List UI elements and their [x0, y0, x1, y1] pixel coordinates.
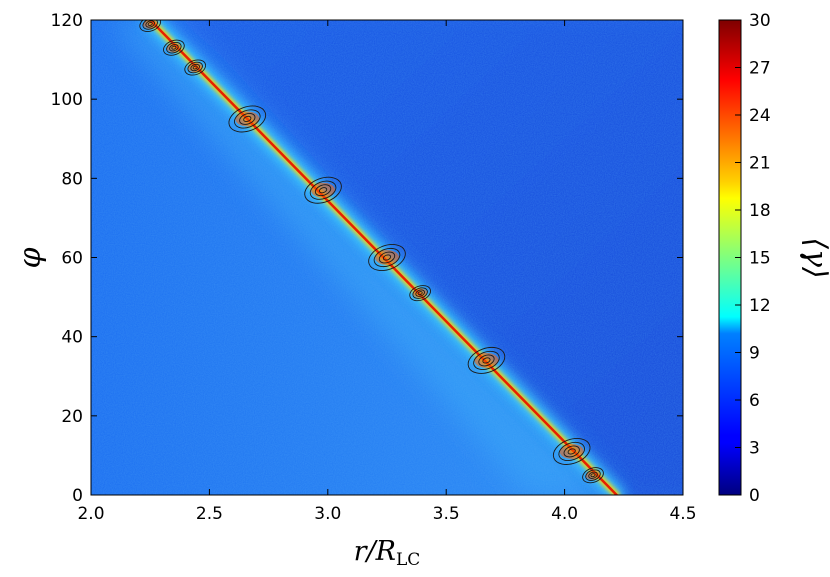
x-tick-label: 4.5 — [669, 504, 696, 524]
contour-line — [467, 346, 506, 374]
colorbar-label: ⟨γ⟩ — [798, 237, 830, 278]
contour-line — [314, 184, 332, 197]
colorbar-tick-label: 9 — [749, 344, 760, 364]
contour-line — [228, 105, 267, 133]
contour-line — [142, 20, 158, 30]
contour-line — [368, 244, 406, 271]
x-axis-label: r/RLC — [354, 536, 421, 570]
contour-line — [590, 473, 596, 478]
contour-hotspot — [559, 443, 584, 459]
contour-line — [145, 20, 156, 28]
x-axis: 2.0 2.5 3.0 3.5 4.0 4.5 — [77, 20, 697, 524]
contour-line — [304, 176, 342, 204]
contour-cluster — [163, 39, 185, 56]
x-tick-label: 2.0 — [77, 504, 104, 524]
contour-line — [582, 467, 604, 484]
contour-hotspot — [311, 182, 336, 198]
contour-cluster — [552, 437, 591, 465]
colorbar-tick-label: 15 — [749, 249, 771, 269]
contour-line — [184, 59, 207, 76]
contour-line — [563, 445, 580, 458]
contour-line — [171, 45, 177, 50]
colorbar-tick-label: 27 — [749, 59, 771, 79]
contour-line — [309, 180, 337, 200]
contour-hotspot — [235, 111, 260, 127]
contour-line — [552, 437, 591, 465]
contour-hotspot — [375, 250, 399, 265]
contour-line — [585, 469, 601, 481]
y-tick-label: 40 — [61, 328, 83, 348]
contour-hotspot — [474, 352, 499, 368]
colorbar-tick-label: 30 — [749, 11, 771, 31]
contour-line — [478, 354, 495, 367]
contour-line — [417, 291, 423, 296]
contour-group — [139, 20, 604, 484]
contour-line — [243, 115, 252, 123]
contour-cluster — [409, 285, 431, 302]
contour-line — [415, 289, 425, 297]
colorbar — [719, 20, 741, 495]
contour-line — [482, 357, 491, 364]
contour-line — [166, 41, 182, 54]
contour-line — [163, 39, 185, 56]
heatmap-area — [91, 20, 683, 495]
colorbar-tick-label: 0 — [749, 486, 760, 506]
x-tick-label: 3.5 — [433, 504, 460, 524]
y-tick-label: 20 — [61, 407, 83, 427]
contour-cluster — [228, 105, 267, 133]
y-axis: 0 20 40 60 80 100 120 — [51, 11, 683, 506]
contour-line — [187, 61, 203, 74]
contour-cluster — [582, 467, 604, 484]
y-tick-label: 0 — [72, 486, 83, 506]
contour-line — [588, 471, 598, 479]
y-tick-label: 120 — [51, 11, 83, 31]
contour-cluster — [304, 176, 342, 204]
y-tick-label: 60 — [61, 249, 83, 269]
colorbar-tick-label: 12 — [749, 296, 771, 316]
contour-line — [382, 254, 392, 261]
colorbar-tick-label: 24 — [749, 106, 771, 126]
contour-line — [412, 287, 428, 299]
x-tick-label: 3.0 — [314, 504, 341, 524]
contour-line — [147, 21, 153, 26]
contour-line — [473, 350, 500, 370]
contour-line — [239, 113, 256, 125]
contour-line — [190, 63, 201, 72]
contour-line — [567, 448, 576, 455]
contour-cluster — [184, 59, 207, 76]
x-tick-label: 4.0 — [551, 504, 578, 524]
contour-cluster — [368, 244, 406, 271]
contour-line — [378, 251, 396, 264]
colorbar-tick-label: 18 — [749, 201, 771, 221]
contour-line — [558, 441, 585, 462]
contour-cluster — [467, 346, 506, 374]
colorbar-tick-label: 3 — [749, 439, 760, 459]
contour-line — [234, 109, 261, 129]
contour-line — [409, 285, 431, 302]
colorbar-tick-label: 21 — [749, 154, 771, 174]
contour-line — [373, 247, 401, 268]
contour-line — [192, 65, 198, 70]
contour-line — [169, 44, 179, 52]
x-tick-label: 2.5 — [196, 504, 223, 524]
colorbar-tick-label: 6 — [749, 391, 760, 411]
y-tick-label: 80 — [61, 169, 83, 189]
contour-line — [318, 187, 328, 194]
y-tick-label: 100 — [51, 90, 83, 110]
y-axis-label: φ — [13, 247, 48, 268]
colorbar-ticks: 0 3 6 9 12 15 18 21 24 27 30 — [735, 11, 771, 506]
